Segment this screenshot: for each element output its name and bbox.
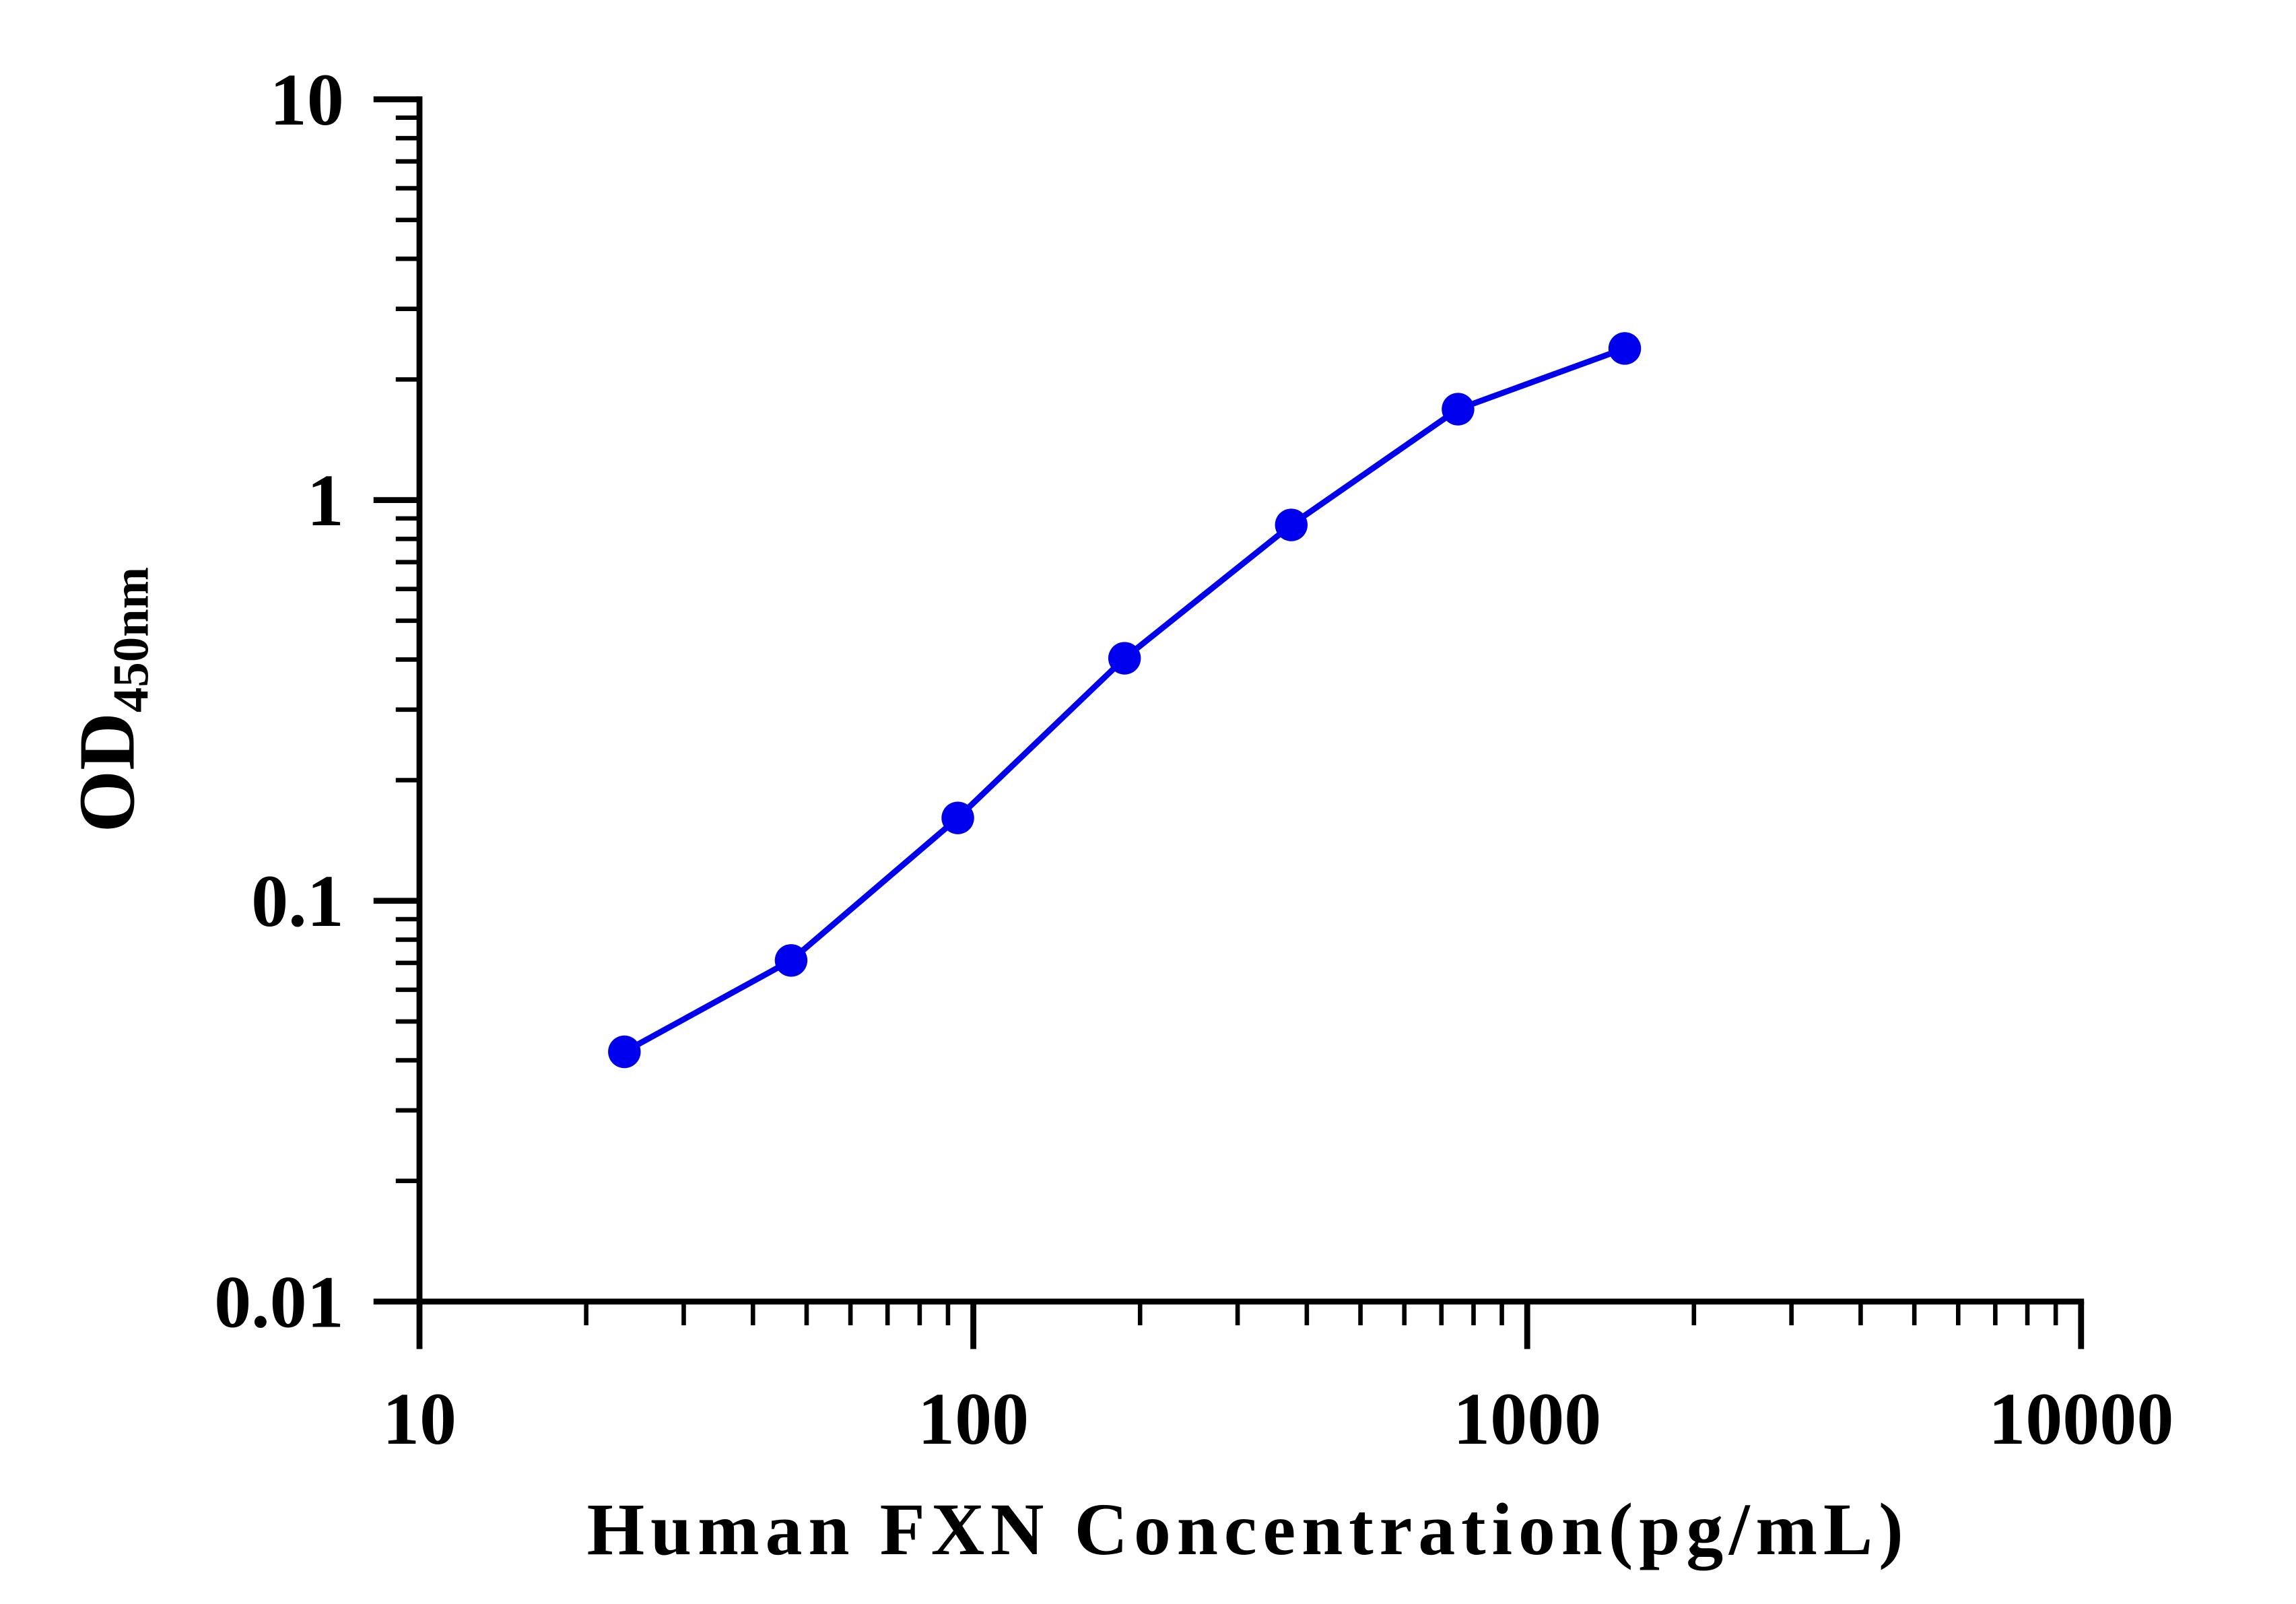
data-point [1608, 332, 1642, 365]
series-line [623, 345, 1626, 1055]
x-tick-label: 10 [382, 1378, 457, 1460]
x-tick-label: 1000 [1453, 1378, 1601, 1460]
data-point [774, 944, 808, 977]
y-tick-label: 1 [307, 459, 344, 541]
x-tick-label: 10000 [1988, 1378, 2173, 1460]
data-point [941, 801, 974, 834]
y-axis-label-subscript: 450nm [104, 567, 160, 712]
y-tick-label: 0.1 [251, 860, 344, 942]
data-point [1275, 508, 1308, 541]
y-axis-label-main: OD [63, 712, 151, 832]
data-point [1108, 642, 1141, 675]
data-point [1442, 393, 1475, 426]
y-axis-label: OD450nm [63, 567, 160, 833]
x-tick-label: 100 [918, 1378, 1029, 1460]
y-tick-label: 10 [270, 59, 344, 141]
y-tick-label: 0.01 [214, 1261, 344, 1343]
data-point [608, 1035, 641, 1069]
x-axis-label: Human FXN Concentration(pg/mL) [587, 1488, 1910, 1570]
